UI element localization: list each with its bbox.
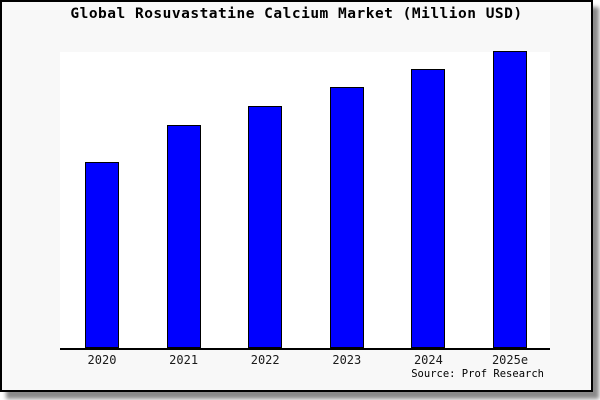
chart-title: Global Rosuvastatine Calcium Market (Mil… xyxy=(70,6,523,22)
source-note: Source: Prof Research xyxy=(411,368,544,380)
x-axis-line xyxy=(60,348,550,350)
plot-area xyxy=(60,52,550,348)
